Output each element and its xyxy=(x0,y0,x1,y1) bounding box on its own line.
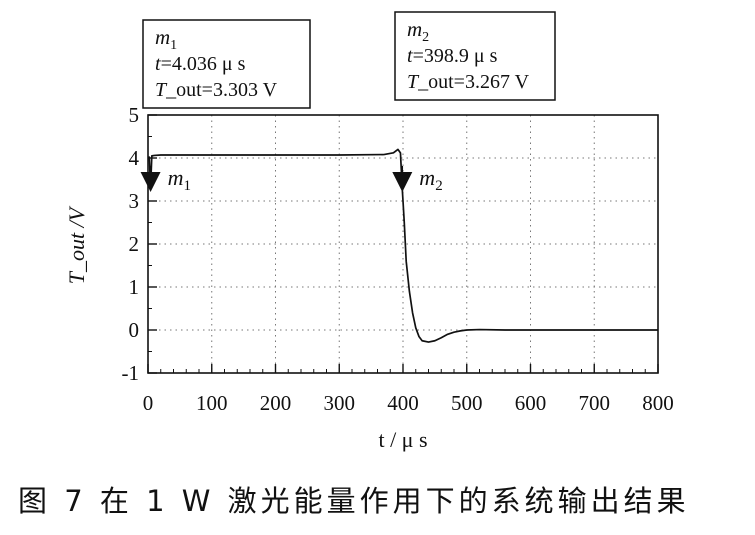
series-line xyxy=(147,148,658,343)
grid xyxy=(148,115,658,373)
markers: m1 m2 xyxy=(140,165,443,194)
x-tick-label: 600 xyxy=(515,391,547,415)
y-tick-label: 3 xyxy=(129,189,140,213)
x-axis-label: t / μ s xyxy=(378,427,427,452)
marker-box-title-2: m2 xyxy=(407,17,429,45)
marker-box-2 xyxy=(394,11,556,101)
marker-label-1: m1 xyxy=(168,165,191,194)
y-tick-label: 4 xyxy=(129,146,140,170)
series xyxy=(147,148,658,343)
figure-caption: 图 7 在 1 W 激光能量作用下的系统输出结果 xyxy=(18,484,690,518)
marker-box-value-1: T_out=3.303 V xyxy=(155,79,278,101)
y-tick-label: 5 xyxy=(129,103,140,127)
x-tick-label: 0 xyxy=(143,391,154,415)
x-tick-label: 500 xyxy=(451,391,483,415)
x-tick-label: 100 xyxy=(196,391,228,415)
marker-label-2: m2 xyxy=(419,165,442,194)
x-tick-label: 800 xyxy=(642,391,674,415)
marker-box-1 xyxy=(142,19,311,109)
x-tick-label: 300 xyxy=(324,391,356,415)
marker-triangle-1 xyxy=(140,172,161,192)
x-tick-label: 700 xyxy=(579,391,611,415)
y-tick-label: 0 xyxy=(129,318,140,342)
y-tick-label: 1 xyxy=(129,275,140,299)
y-tick-label: -1 xyxy=(122,361,140,385)
y-tick-label: 2 xyxy=(129,232,140,256)
marker-box-value-2: T_out=3.267 V xyxy=(407,71,530,93)
marker-box-title-1: m1 xyxy=(155,25,177,53)
marker-boxes: m1t=4.036 μ s T_out=3.303 V m2t=398.9 μ s T… xyxy=(142,11,556,109)
x-tick-label: 400 xyxy=(387,391,419,415)
marker-triangle-2 xyxy=(392,172,413,192)
y-axis-label: T_out /V xyxy=(64,205,89,284)
x-tick-label: 200 xyxy=(260,391,292,415)
marker-box-time-2: t=398.9 μ s xyxy=(407,45,498,67)
marker-box-time-1: t=4.036 μ s xyxy=(155,53,246,75)
